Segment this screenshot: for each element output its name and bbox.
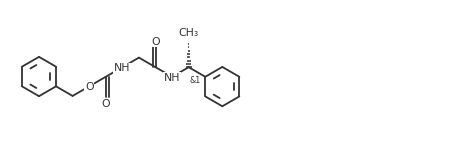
Text: O: O — [151, 37, 160, 46]
Text: NH: NH — [164, 73, 180, 83]
Text: CH₃: CH₃ — [179, 28, 199, 38]
Text: &1: &1 — [190, 76, 201, 85]
Text: O: O — [102, 99, 110, 109]
Text: O: O — [85, 82, 93, 92]
Text: NH: NH — [114, 63, 131, 73]
